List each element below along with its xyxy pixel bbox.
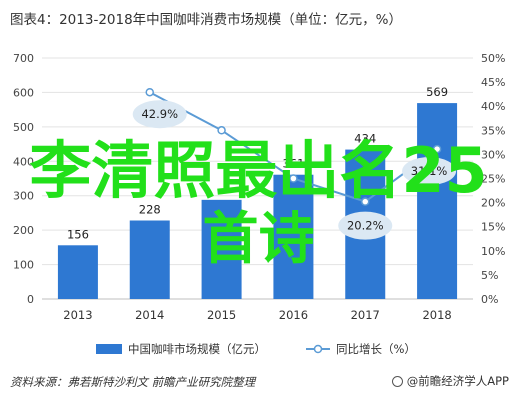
bar-value-label: 569 (426, 85, 448, 99)
growth-value-label: 42.9% (141, 107, 178, 121)
right-tick-label: 40% (481, 100, 505, 113)
growth-label-bubble (132, 100, 187, 129)
brand-credit: @前瞻经济学人APP (391, 373, 509, 389)
growth-point (145, 87, 154, 97)
growth-point (289, 174, 298, 183)
left-tick-label: 0 (27, 293, 34, 306)
growth-point (217, 126, 226, 135)
right-tick-label: 5% (481, 269, 498, 282)
legend-line-label: 同比增长（%） (336, 342, 416, 356)
bar (273, 174, 314, 299)
x-tick-label: 2017 (351, 308, 380, 322)
right-tick-label: 10% (481, 245, 505, 258)
growth-label-bubble (402, 157, 457, 186)
brand-label: @前瞻经济学人APP (406, 374, 509, 388)
left-tick-label: 700 (13, 52, 34, 65)
brand-logo-icon (391, 375, 403, 387)
x-tick-label: 2016 (279, 308, 308, 322)
right-tick-label: 20% (481, 197, 505, 210)
chart-title: 图表4：2013-2018年中国咖啡消费市场规模（单位：亿元，%） (10, 12, 403, 28)
overlay-headline-line2: 首诗 (202, 207, 315, 272)
growth-point (432, 144, 442, 154)
overlay-headline-line1: 李清照最出名25 (29, 134, 488, 207)
right-tick-label: 45% (481, 76, 505, 89)
left-tick-label: 600 (13, 86, 34, 99)
bar-value-label: 434 (354, 132, 376, 146)
legend-bar-swatch (96, 344, 122, 354)
x-tick-label: 2018 (422, 308, 451, 322)
right-tick-label: 25% (481, 173, 505, 186)
left-tick-label: 100 (13, 259, 34, 272)
growth-label-bubble (338, 211, 393, 240)
bar (129, 220, 170, 299)
growth-point (361, 197, 370, 206)
legend-bar-label: 中国咖啡市场规模（亿元） (128, 342, 266, 356)
legend-line-marker (313, 344, 323, 354)
bar (201, 199, 242, 299)
left-tick-label: 300 (13, 190, 34, 203)
bar (57, 245, 98, 299)
bar-value-label: 156 (67, 227, 89, 241)
x-tick-label: 2013 (63, 308, 92, 322)
bar-value-label: 228 (139, 203, 161, 217)
right-tick-label: 50% (481, 52, 505, 65)
right-tick-label: 30% (481, 148, 505, 161)
left-tick-label: 400 (13, 155, 34, 168)
right-tick-label: 15% (481, 221, 505, 234)
source-note: 资料来源：弗若斯特沙利文 前瞻产业研究院整理 (10, 375, 256, 389)
x-tick-label: 2015 (207, 308, 236, 322)
right-tick-label: 35% (481, 124, 505, 137)
right-tick-label: 0% (481, 293, 498, 306)
left-tick-label: 200 (13, 224, 34, 237)
growth-value-label: 20.2% (347, 219, 384, 233)
x-tick-label: 2014 (135, 308, 164, 322)
left-tick-label: 500 (13, 121, 34, 134)
bar (417, 103, 458, 299)
bar-value-label: 361 (282, 157, 304, 171)
growth-value-label: 31.1% (411, 164, 448, 178)
